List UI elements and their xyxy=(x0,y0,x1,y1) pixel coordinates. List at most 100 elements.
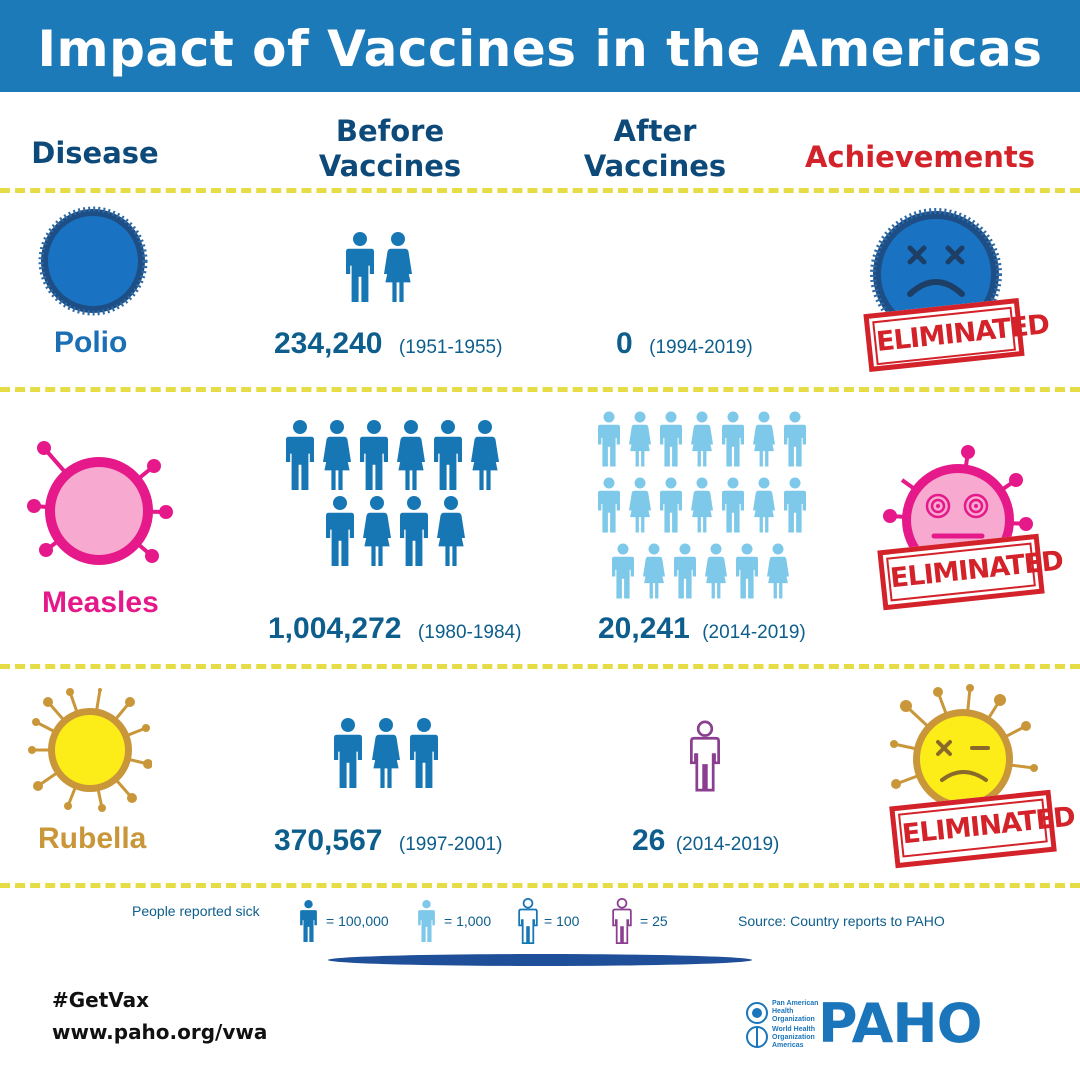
rubella-eliminated-label: ELIMINATED xyxy=(897,798,1076,858)
person-icon xyxy=(753,410,775,468)
org-line: Organization xyxy=(772,1016,815,1023)
person-icon xyxy=(784,410,806,468)
person-icon xyxy=(660,410,682,468)
column-heading-disease: Disease xyxy=(31,136,159,170)
person-icon xyxy=(372,718,400,788)
polio-after-years: (1994-2019) xyxy=(649,337,753,358)
measles-after-count: 20,241 xyxy=(598,612,690,645)
paho-logo: PAHO xyxy=(818,992,983,1055)
column-heading-after: After Vaccines xyxy=(565,114,745,184)
person-icon xyxy=(598,410,620,468)
polio-before-count: 234,240 xyxy=(274,327,383,360)
person-icon xyxy=(753,476,775,534)
person-icon xyxy=(612,542,634,600)
person-icon xyxy=(363,496,391,566)
person-icon xyxy=(691,410,713,468)
polio-virus-icon xyxy=(38,206,148,316)
person-icon xyxy=(434,420,462,490)
legend-person-100000-icon xyxy=(300,900,317,942)
who-emblem-icon xyxy=(746,1002,768,1048)
person-icon xyxy=(660,476,682,534)
person-icon xyxy=(286,420,314,490)
source-note: Source: Country reports to PAHO xyxy=(738,913,945,929)
rubella-after-stat: 26 (2014-2019) xyxy=(632,824,779,858)
column-heading-achievements: Achievements xyxy=(804,140,1036,174)
polio-eliminated-label: ELIMINATED xyxy=(872,306,1050,366)
person-icon xyxy=(784,476,806,534)
org-line: Pan American xyxy=(772,1000,819,1007)
hashtag: #GetVax xyxy=(52,988,150,1012)
person-icon xyxy=(598,476,620,534)
column-heading-after-line2: Vaccines xyxy=(583,149,727,183)
legend-person-1000-icon xyxy=(418,900,435,942)
legend-person-100-icon xyxy=(518,898,538,944)
header-bar xyxy=(0,0,1080,92)
polio-defeated-face-icon xyxy=(870,208,1002,340)
person-icon xyxy=(384,232,412,302)
org-line: Health xyxy=(772,1008,794,1015)
rubella-after-count: 26 xyxy=(632,824,666,857)
polio-after-stat: 0 (1994-2019) xyxy=(616,327,753,361)
person-icon xyxy=(691,476,713,534)
measles-after-years: (2014-2019) xyxy=(702,622,806,643)
column-heading-before-line1: Before xyxy=(335,114,445,148)
rubella-before-stat: 370,567 (1997-2001) xyxy=(274,824,502,858)
disease-name-measles: Measles xyxy=(42,586,159,619)
person-icon xyxy=(629,476,651,534)
page-title: Impact of Vaccines in the Americas xyxy=(37,20,1043,78)
decorative-swoosh xyxy=(328,954,752,966)
measles-eliminated-label: ELIMINATED xyxy=(886,542,1064,602)
person-icon xyxy=(629,410,651,468)
person-icon xyxy=(674,542,696,600)
divider xyxy=(0,664,1080,669)
legend-value-1000: = 1,000 xyxy=(444,913,492,929)
legend-value-100: = 100 xyxy=(544,913,580,929)
rubella-virus-icon xyxy=(28,688,152,812)
rubella-after-years: (2014-2019) xyxy=(675,834,780,855)
website-link[interactable]: www.paho.org/vwa xyxy=(52,1020,268,1044)
disease-name-rubella: Rubella xyxy=(38,822,147,855)
legend-label: People reported sick xyxy=(132,903,260,919)
measles-before-count: 1,004,272 xyxy=(268,612,402,645)
person-icon xyxy=(410,718,438,788)
person-outline-icon xyxy=(690,720,720,792)
polio-after-count: 0 xyxy=(616,327,633,360)
person-icon xyxy=(397,420,425,490)
person-icon xyxy=(400,496,428,566)
measles-before-stat: 1,004,272 (1980-1984) xyxy=(268,612,521,646)
person-icon xyxy=(334,718,362,788)
rubella-defeated-face-icon xyxy=(890,684,1038,809)
person-icon xyxy=(346,232,374,302)
legend-value-25: = 25 xyxy=(640,913,668,929)
person-icon xyxy=(326,496,354,566)
org-line: Organization xyxy=(772,1034,815,1041)
measles-virus-icon xyxy=(27,441,173,565)
disease-name-polio: Polio xyxy=(54,326,128,359)
person-icon xyxy=(360,420,388,490)
person-icon xyxy=(736,542,758,600)
person-icon xyxy=(722,410,744,468)
divider xyxy=(0,883,1080,888)
rubella-before-years: (1997-2001) xyxy=(398,834,503,855)
divider xyxy=(0,387,1080,392)
org-line: World Health xyxy=(772,1026,816,1033)
polio-before-stat: 234,240 (1951-1955) xyxy=(274,327,502,361)
org-line: Americas xyxy=(772,1042,804,1049)
measles-before-years: (1980-1984) xyxy=(417,622,522,643)
person-icon xyxy=(705,542,727,600)
polio-before-years: (1951-1955) xyxy=(398,337,503,358)
rubella-before-count: 370,567 xyxy=(274,824,383,857)
person-icon xyxy=(767,542,789,600)
person-icon xyxy=(722,476,744,534)
column-heading-before: Before Vaccines xyxy=(300,114,480,184)
divider xyxy=(0,188,1080,193)
person-icon xyxy=(437,496,465,566)
person-icon xyxy=(323,420,351,490)
person-icon xyxy=(471,420,499,490)
org-names: Pan American Health Organization World H… xyxy=(772,1000,818,1050)
column-heading-before-line2: Vaccines xyxy=(318,149,462,183)
measles-after-stat: 20,241 (2014-2019) xyxy=(598,612,806,646)
person-icon xyxy=(643,542,665,600)
column-heading-after-line1: After xyxy=(613,114,697,148)
legend-value-100000: = 100,000 xyxy=(326,913,389,929)
